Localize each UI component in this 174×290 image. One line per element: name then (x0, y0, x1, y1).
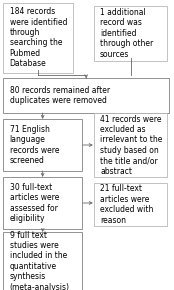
Text: 41 records were
excluded as
irrelevant to the
study based on
the title and/or
ab: 41 records were excluded as irrelevant t… (100, 115, 162, 175)
Text: 71 English
language
records were
screened: 71 English language records were screene… (10, 125, 59, 165)
Text: 30 full-text
articles were
assessed for
eligibility: 30 full-text articles were assessed for … (10, 183, 59, 223)
FancyBboxPatch shape (3, 78, 169, 113)
Text: 80 records remained after
duplicates were removed: 80 records remained after duplicates wer… (10, 86, 110, 105)
FancyBboxPatch shape (94, 183, 167, 226)
FancyBboxPatch shape (94, 113, 167, 177)
FancyBboxPatch shape (94, 6, 167, 61)
Text: 9 full text
studies were
included in the
quantitative
synthesis
(meta-analysis): 9 full text studies were included in the… (10, 231, 70, 290)
FancyBboxPatch shape (3, 177, 82, 229)
Text: 1 additional
record was
identified
through other
sources: 1 additional record was identified throu… (100, 8, 153, 59)
Text: 184 records
were identified
through
searching the
Pubmed
Database: 184 records were identified through sear… (10, 7, 67, 68)
FancyBboxPatch shape (3, 232, 82, 290)
FancyBboxPatch shape (3, 119, 82, 171)
FancyBboxPatch shape (3, 3, 73, 72)
Text: 21 full-text
articles were
excluded with
reason: 21 full-text articles were excluded with… (100, 184, 153, 224)
